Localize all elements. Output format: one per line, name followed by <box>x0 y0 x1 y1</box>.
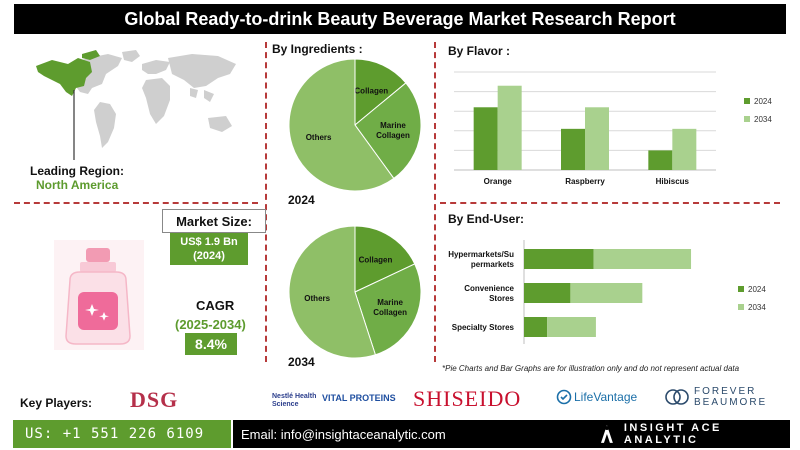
dsg-logo: DSG <box>130 387 178 413</box>
pie-2034-slice-collagen <box>354 225 416 293</box>
report-title: Global Ready-to-drink Beauty Beverage Ma… <box>14 4 786 34</box>
end-user-bar-convenience-stores-2024 <box>524 283 571 303</box>
pie-2024-slice-collagen <box>354 58 407 127</box>
flavor-bar-raspberry-2034 <box>585 107 609 170</box>
pie-2034-label-marine-collagen: Marine Collagen <box>373 298 407 317</box>
end-user-tick-convenience-stores: Convenience Stores <box>464 284 514 303</box>
end-user-bar-specialty-stores-2024 <box>524 317 548 337</box>
forever-text: FOREVER <box>694 386 757 397</box>
divider-right <box>434 42 436 362</box>
flavor-bar-hibiscus-2034 <box>672 128 697 170</box>
ingredients-title: By Ingredients : <box>272 42 363 56</box>
dsg-logo-text: DSG <box>130 387 179 412</box>
flavor-legend-label-2024: 2024 <box>754 97 772 106</box>
key-players-label: Key Players: <box>20 396 93 410</box>
vital-proteins-logo: VITAL PROTEINS <box>322 393 396 403</box>
ingredients-pie-2024: Collagen Marine Collagen Others <box>288 58 422 192</box>
pie-2024-label-marine-collagen: Marine Collagen <box>376 121 410 140</box>
lifevantage-logo: LifeVantage <box>556 389 637 405</box>
pie-2034-label-others: Others <box>304 294 330 303</box>
world-map <box>36 50 236 160</box>
cagr-label: CAGR <box>196 298 235 313</box>
pie-2034-label-collagen: Collagen <box>359 256 393 265</box>
footer-brand: INSIGHT ACE ANALYTIC <box>600 420 800 448</box>
ingredients-pie-2034: Collagen Marine Collagen Others <box>288 225 422 359</box>
forever-beaumore-icon <box>665 389 689 405</box>
pie-2024-slice-marine-collagen <box>354 82 422 180</box>
footer-phone: US: +1 551 226 6109 <box>13 420 231 448</box>
end-user-legend-label-2024: 2024 <box>748 285 766 294</box>
flavor-legend-swatch-2024 <box>744 98 750 104</box>
flavor-bar-hibiscus-2024 <box>648 150 673 170</box>
pie-2024-slice-others <box>288 58 395 192</box>
nestle-logo-text: Nestlé Health Science <box>272 393 317 408</box>
end-user-bar-chart: Hypermarkets/Su permarkets Convenience Stor… <box>448 240 766 344</box>
pie-2024-label-collagen: Collagen <box>354 86 388 95</box>
leading-region-value: North America <box>36 178 119 192</box>
flavor-tick-hibiscus: Hibiscus <box>656 177 690 186</box>
cagr-value: 8.4% <box>185 333 237 355</box>
beaumore-text: BEAUMORE <box>694 397 768 408</box>
market-size-amount: US$ 1.9 Bn <box>180 236 238 248</box>
shiseido-logo: SHISEIDO <box>413 386 521 412</box>
lifevantage-logo-text: LifeVantage <box>574 390 638 404</box>
pie-year-2034: 2034 <box>288 355 315 369</box>
pie-2034-slice-others <box>288 225 377 359</box>
pie-year-2024: 2024 <box>288 193 315 207</box>
flavor-title: By Flavor : <box>448 44 511 58</box>
end-user-bar-hypermarkets-supermarkets-2024 <box>524 249 594 269</box>
footer-email: Email: info@insightaceanalytic.com <box>233 420 790 448</box>
flavor-legend-swatch-2034 <box>744 116 750 122</box>
leading-region-label: Leading Region: <box>30 164 124 178</box>
end-user-legend-swatch-2034 <box>738 304 744 310</box>
end-user-bar-convenience-stores-2034 <box>570 283 643 303</box>
market-size-value: US$ 1.9 Bn (2024) <box>170 233 248 265</box>
flavor-tick-raspberry: Raspberry <box>565 177 605 186</box>
insight-ace-icon <box>600 425 613 443</box>
illustration-note: *Pie Charts and Bar Graphs are for illus… <box>442 364 740 373</box>
end-user-tick-hypermarkets-supermarkets: Hypermarkets/Su permarkets <box>448 250 514 269</box>
divider-charts <box>440 202 780 204</box>
lifevantage-icon <box>556 389 572 405</box>
end-user-tick-specialty-stores: Specialty Stores <box>452 323 515 332</box>
end-user-title: By End-User: <box>448 212 525 226</box>
end-user-legend-label-2034: 2034 <box>748 303 766 312</box>
flavor-bar-orange-2024 <box>473 107 498 170</box>
market-size-year: (2024) <box>193 250 225 262</box>
footer-brand-text: INSIGHT ACE ANALYTIC <box>623 422 722 446</box>
vital-proteins-logo-text: VITAL PROTEINS <box>322 393 396 403</box>
pie-2034-slice-marine-collagen <box>354 263 422 356</box>
flavor-legend-label-2034: 2034 <box>754 115 772 124</box>
cagr-years: (2025-2034) <box>175 317 246 332</box>
shiseido-logo-text: SHISEIDO <box>413 386 522 411</box>
divider-left <box>265 42 267 362</box>
flavor-bar-orange-2034 <box>497 85 522 170</box>
flavor-tick-orange: Orange <box>484 177 513 186</box>
market-size-label: Market Size: <box>162 209 266 233</box>
pie-2024-label-others: Others <box>306 133 332 142</box>
beauty-bottle-illustration <box>54 240 144 350</box>
end-user-legend-swatch-2024 <box>738 286 744 292</box>
end-user-bar-specialty-stores-2034 <box>547 317 596 337</box>
divider-region <box>14 202 258 204</box>
flavor-bar-chart: Orange Raspberry Hibiscus 2024 2034 <box>454 71 772 186</box>
flavor-bar-raspberry-2024 <box>561 128 585 170</box>
nestle-logo: Nestlé Health Science <box>272 393 322 409</box>
end-user-bar-hypermarkets-supermarkets-2034 <box>593 249 692 269</box>
forever-beaumore-logo: FOREVER BEAUMORE <box>664 386 767 408</box>
